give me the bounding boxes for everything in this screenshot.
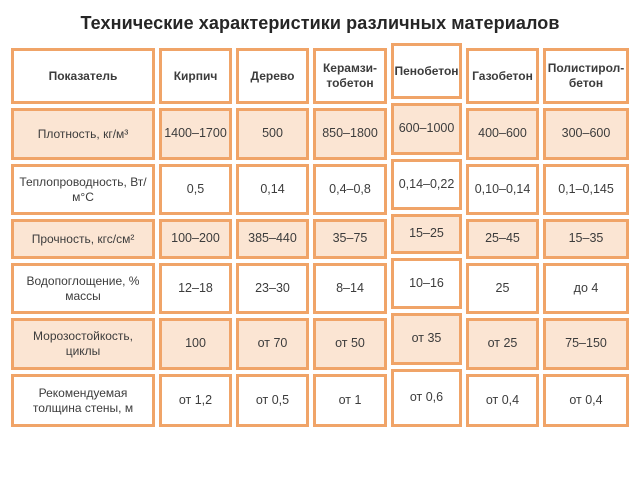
column-header-5: Пенобетон xyxy=(391,43,462,99)
materials-table: Показатель Кирпич Дерево Керамзи-тобетон Пен… xyxy=(11,43,629,427)
column-header-6: Газобетон xyxy=(466,48,539,104)
table-cell: 300–600 xyxy=(543,108,629,160)
table-cell: 10–16 xyxy=(391,258,462,309)
table-cell: 8–14 xyxy=(313,263,387,314)
table-cell: 0,4–0,8 xyxy=(313,164,387,215)
table-cell: от 1,2 xyxy=(159,374,232,427)
table-cell: 850–1800 xyxy=(313,108,387,160)
table-cell: 1400–1700 xyxy=(159,108,232,160)
table-cell: 0,5 xyxy=(159,164,232,215)
table-cell: 0,14 xyxy=(236,164,309,215)
table-cell: 15–35 xyxy=(543,219,629,259)
column-header-2: Кирпич xyxy=(159,48,232,104)
table-cell: от 70 xyxy=(236,318,309,370)
table-cell: от 0,4 xyxy=(466,374,539,427)
table-cell: 400–600 xyxy=(466,108,539,160)
column-header-1: Показатель xyxy=(11,48,155,104)
page-title: Технические характеристики различных мат… xyxy=(80,13,560,33)
column-header-7: Полистирол-бетон xyxy=(543,48,629,104)
row-label: Прочность, кгс/см² xyxy=(11,219,155,259)
column-header-4: Керамзи-тобетон xyxy=(313,48,387,104)
table-cell: 12–18 xyxy=(159,263,232,314)
row-label: Теплопроводность, Вт/м°С xyxy=(11,164,155,215)
table-cell: 75–150 xyxy=(543,318,629,370)
table-cell: от 0,4 xyxy=(543,374,629,427)
row-label: Водопоглощение, % массы xyxy=(11,263,155,314)
table-cell: 15–25 xyxy=(391,214,462,254)
table-cell: 100 xyxy=(159,318,232,370)
table-cell: от 35 xyxy=(391,313,462,365)
table-cell: 35–75 xyxy=(313,219,387,259)
table-cell: 0,10–0,14 xyxy=(466,164,539,215)
row-label: Рекомендуемая толщина стены, м xyxy=(11,374,155,427)
table-cell: от 1 xyxy=(313,374,387,427)
table-cell: 385–440 xyxy=(236,219,309,259)
column-header-3: Дерево xyxy=(236,48,309,104)
table-cell: 0,14–0,22 xyxy=(391,159,462,210)
row-label: Плотность, кг/м³ xyxy=(11,108,155,160)
table-cell: от 25 xyxy=(466,318,539,370)
table-cell: 25–45 xyxy=(466,219,539,259)
table-cell: до 4 xyxy=(543,263,629,314)
table-cell: 0,1–0,145 xyxy=(543,164,629,215)
table-cell: 25 xyxy=(466,263,539,314)
table-cell: от 0,5 xyxy=(236,374,309,427)
row-label: Морозостойкость, циклы xyxy=(11,318,155,370)
table-cell: 500 xyxy=(236,108,309,160)
table-cell: 600–1000 xyxy=(391,103,462,155)
table-cell: 23–30 xyxy=(236,263,309,314)
table-cell: 100–200 xyxy=(159,219,232,259)
table-cell: от 0,6 xyxy=(391,369,462,427)
table-cell: от 50 xyxy=(313,318,387,370)
